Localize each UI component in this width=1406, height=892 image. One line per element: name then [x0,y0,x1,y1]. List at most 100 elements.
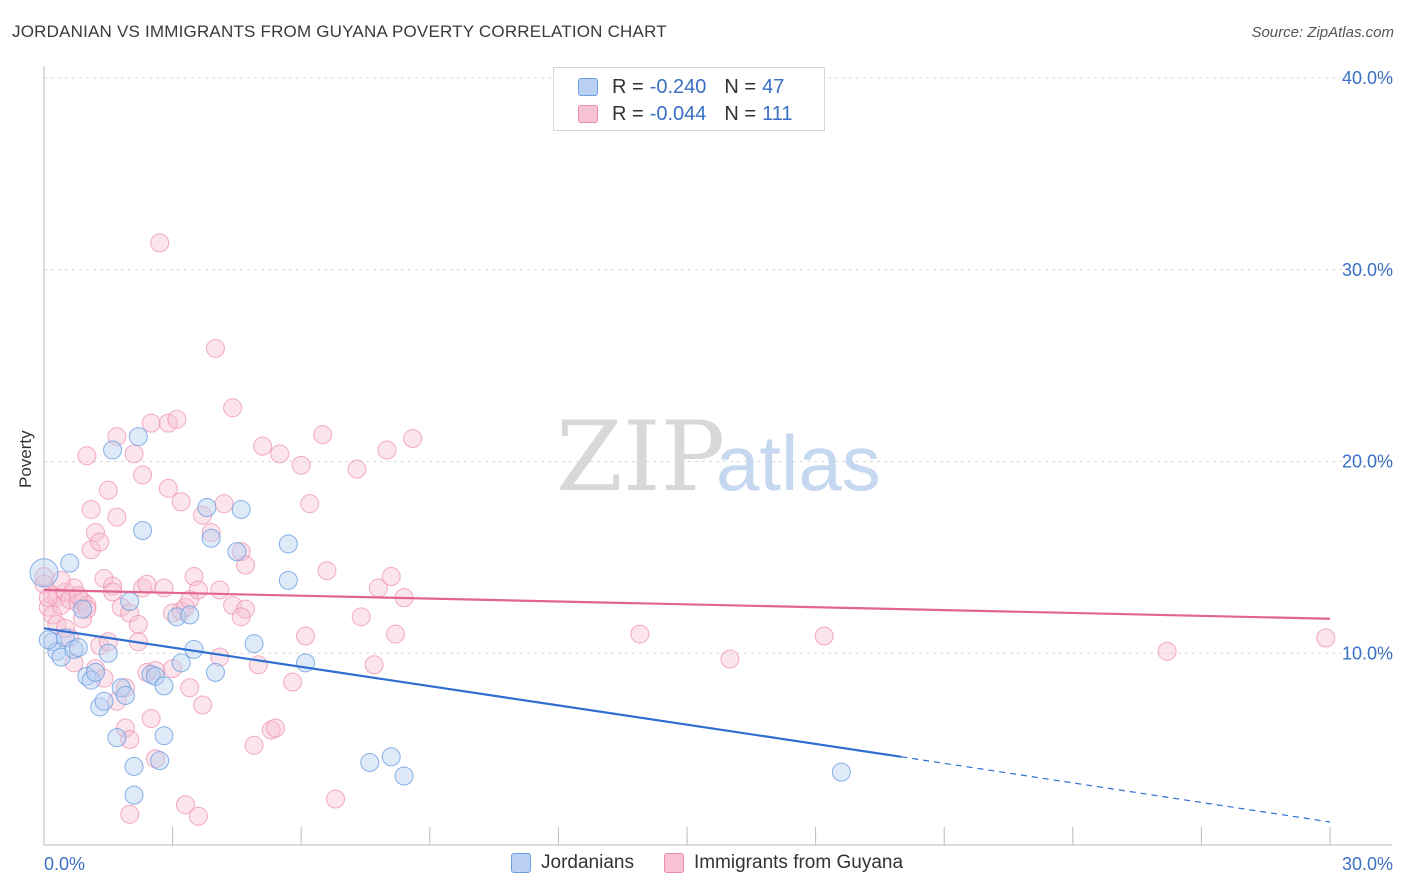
data-point-guyana [300,494,320,514]
data-point-guyana [193,695,213,715]
data-point-guyana [223,398,243,418]
data-point-jordanian [197,498,217,518]
legend-r-value: -0.044 [649,102,707,125]
data-point-jordanian [231,499,251,519]
data-point-guyana [141,413,161,433]
data-point-guyana [347,459,367,479]
legend-item-jordanians: Jordanians [511,852,634,874]
data-point-jordanian [381,747,401,767]
trend-line-jordanians [43,627,902,758]
data-point-guyana [205,338,225,358]
chart-title: JORDANIAN VS IMMIGRANTS FROM GUYANA POVE… [12,22,667,41]
data-point-jordanian [150,751,170,771]
data-point-jordanian [154,726,174,746]
watermark-atlas: atlas [716,419,881,507]
data-point-jordanian [94,691,114,711]
data-point-guyana [133,465,153,485]
data-point-guyana [158,478,178,498]
source-note: Source: ZipAtlas.com [1251,24,1394,41]
data-point-jordanian [124,785,144,805]
data-point-guyana [188,806,208,826]
data-point-guyana [150,233,170,253]
data-point-guyana [77,599,97,619]
data-point-guyana [325,789,345,809]
data-point-jordanian [227,542,247,562]
data-point-jordanian [278,534,298,554]
guyana-points [34,233,1336,826]
y-tick-label: 40.0% [1342,68,1393,88]
data-point-guyana [141,708,161,728]
legend-n-label: N = [724,75,757,98]
legend-row-jordanians: R = -0.240 N = 47 [578,74,802,100]
data-point-jordanian [85,662,105,682]
data-point-jordanian [360,753,380,773]
data-point-jordanian [103,440,123,460]
y-tick-label: 30.0% [1342,260,1393,280]
legend-n-label: N = [724,102,757,125]
data-point-jordanian [98,643,118,663]
legend-swatch-blue [511,853,531,873]
data-point-jordanian [171,653,191,673]
series-legend: Jordanians Immigrants from Guyana [511,852,933,874]
watermark-zip: ZIP [556,401,725,513]
jordanian-points [29,427,851,805]
legend-r-label: R = [612,102,644,125]
data-point-guyana [120,804,140,824]
data-point-guyana [244,735,264,755]
data-point-guyana [115,678,135,698]
data-point-jordanian [128,427,148,447]
legend-label-jordanians: Jordanians [541,852,634,873]
data-point-guyana [137,574,157,594]
legend-swatch-pink [663,853,684,873]
data-point-jordanian [831,762,851,782]
data-point-guyana [210,580,230,600]
data-point-jordanian [38,630,58,650]
axes [43,66,1392,846]
data-point-guyana [90,532,110,552]
y-axis-label: Poverty [16,430,35,488]
trend-line-guyana [43,588,1331,620]
data-point-guyana [270,444,290,464]
data-point-guyana [381,567,401,587]
data-point-guyana [265,718,285,738]
data-point-guyana [235,555,255,575]
data-point-guyana [295,626,315,646]
data-point-guyana [171,492,191,512]
data-point-guyana [124,444,144,464]
data-point-jordanian [205,662,225,682]
legend-n-value: 47 [762,75,785,98]
data-point-guyana [77,446,97,466]
data-point-guyana [128,614,148,634]
data-point-jordanian [201,528,221,548]
watermark: ZIP atlas [556,401,881,513]
data-point-jordanian [124,756,144,776]
data-point-jordanian [60,553,80,573]
data-point-guyana [167,409,187,429]
data-point-guyana [154,578,174,598]
data-point-guyana [38,588,58,608]
data-point-guyana [180,678,200,698]
data-point-guyana [98,480,118,500]
data-point-guyana [64,653,84,673]
legend-swatch-pink [578,105,598,123]
data-point-jordanian [180,605,200,625]
data-point-jordanian [244,634,264,654]
data-point-guyana [313,425,333,445]
data-point-guyana [351,607,371,627]
data-point-guyana [377,440,397,460]
legend-label-guyana: Immigrants from Guyana [693,852,904,873]
data-point-guyana [317,561,337,581]
legend-r-label: R = [612,75,644,98]
data-point-jordanian [133,521,153,541]
data-point-guyana [201,522,221,542]
tick-labels: 10.0% 20.0% 30.0% 40.0% 0.0% 30.0% [44,68,1393,874]
data-point-jordanian [120,591,140,611]
data-point-guyana [630,624,650,644]
data-point-guyana [231,607,251,627]
data-point-guyana [720,649,740,669]
data-point-guyana [1316,628,1336,648]
legend-swatch-blue [578,78,598,96]
data-point-jordanian [29,558,59,588]
data-point-guyana [81,499,101,519]
